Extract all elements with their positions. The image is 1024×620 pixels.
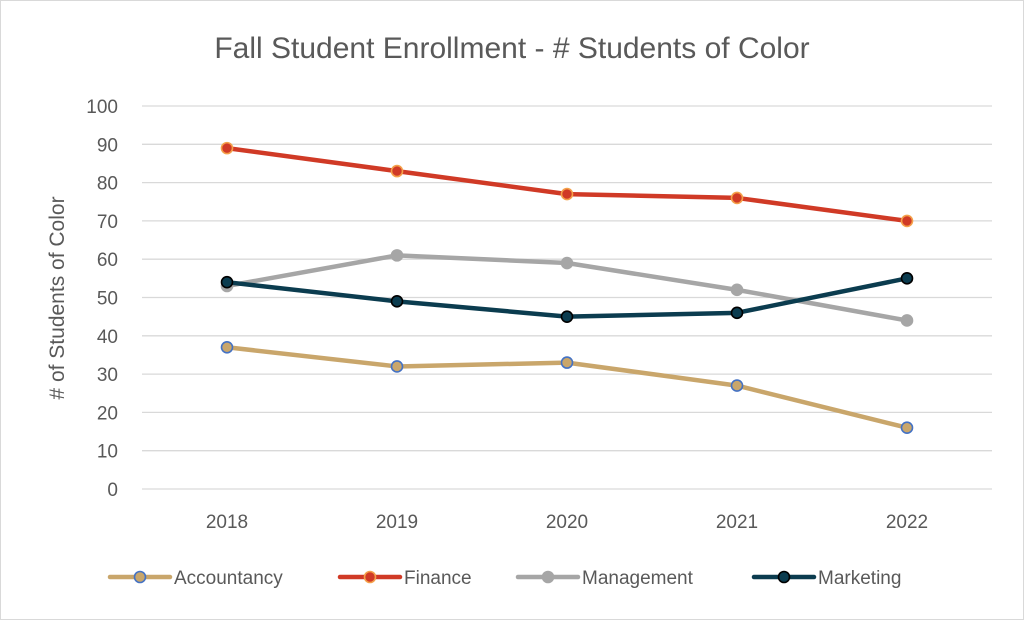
x-tick-label: 2022 [886, 512, 928, 533]
data-point-marketing [560, 310, 574, 323]
data-point-finance [390, 164, 404, 178]
series-group [220, 141, 914, 435]
data-point-marketing [220, 275, 234, 289]
data-point-management [900, 314, 914, 327]
y-tick-label: 90 [97, 135, 118, 156]
data-point-marketing [900, 272, 914, 285]
chart-title: Fall Student Enrollment - # Students of … [214, 32, 809, 65]
legend-label: Finance [404, 568, 472, 589]
gridlines [142, 105, 992, 490]
legend-swatch-marker [133, 570, 147, 584]
data-point-accountancy [560, 356, 574, 369]
y-axis-ticks: 0 10 20 30 40 50 60 70 80 90 100 [86, 97, 118, 501]
data-point-management [390, 249, 404, 262]
data-point-marketing [390, 295, 404, 308]
y-tick-label: 100 [86, 97, 118, 118]
y-tick-label: 40 [97, 327, 118, 348]
data-point-accountancy [730, 379, 744, 392]
data-point-accountancy [220, 340, 234, 354]
legend-item-marketing: Marketing [751, 568, 901, 589]
data-point-accountancy [390, 360, 404, 373]
x-tick-label: 2021 [716, 512, 758, 533]
y-tick-label: 0 [107, 480, 118, 501]
series-line-finance [224, 145, 910, 224]
y-axis-label: # of Students of Color [46, 196, 69, 399]
y-tick-label: 30 [97, 365, 118, 386]
legend-item-accountancy: Accountancy [107, 568, 283, 589]
x-axis-ticks: 2018 2019 2020 2021 2022 [206, 512, 928, 533]
legend-item-finance: Finance [337, 568, 472, 589]
data-point-management [730, 283, 744, 297]
data-point-accountancy [900, 421, 914, 435]
legend-item-management: Management [515, 568, 694, 589]
data-point-marketing [730, 306, 744, 320]
data-point-finance [900, 214, 914, 228]
y-tick-label: 70 [97, 212, 118, 233]
y-tick-label: 50 [97, 289, 118, 310]
data-point-management [560, 256, 574, 270]
y-tick-label: 60 [97, 250, 118, 271]
data-point-finance [220, 141, 234, 155]
x-tick-label: 2020 [546, 512, 588, 533]
data-point-finance [560, 187, 574, 201]
legend-label: Accountancy [174, 568, 283, 589]
y-tick-label: 10 [97, 442, 118, 463]
data-point-finance [730, 191, 744, 205]
legend-swatch-marker [541, 570, 555, 584]
legend-label: Management [582, 568, 694, 589]
legend-swatch-marker [363, 570, 377, 584]
y-tick-label: 20 [97, 403, 118, 424]
x-tick-label: 2018 [206, 512, 248, 533]
y-tick-label: 80 [97, 174, 118, 195]
legend-swatch-marker [777, 570, 791, 584]
x-tick-label: 2019 [376, 512, 418, 533]
legend-label: Marketing [818, 568, 901, 589]
legend: Accountancy Finance Management Marketing [107, 568, 901, 589]
